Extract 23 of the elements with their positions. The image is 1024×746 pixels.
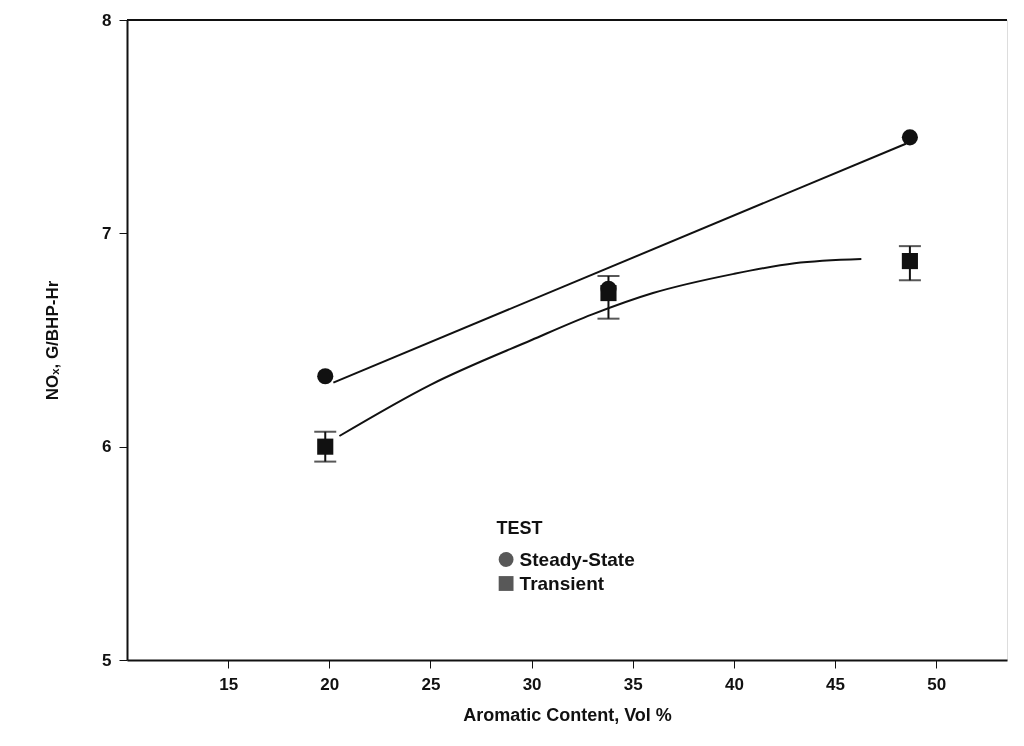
x-tick-label: 20 xyxy=(320,674,340,694)
y-tick-label: 7 xyxy=(102,223,112,243)
legend-label: Transient xyxy=(519,572,605,594)
point xyxy=(317,438,334,455)
x-tick-label: 50 xyxy=(927,674,947,694)
point xyxy=(317,368,334,385)
x-axis-title: Aromatic Content, Vol % xyxy=(463,704,672,725)
x-tick-label: 15 xyxy=(219,674,239,694)
y-tick-label: 6 xyxy=(102,437,112,457)
legend-label: Steady-State xyxy=(519,548,635,570)
x-tick-label: 25 xyxy=(421,674,441,694)
point xyxy=(901,129,918,146)
point xyxy=(901,253,918,270)
point xyxy=(600,285,617,302)
y-tick-label: 5 xyxy=(102,650,112,670)
y-axis-title: NOₓ, G/BHP-Hr xyxy=(43,280,63,401)
line-series xyxy=(338,257,863,437)
x-tick-label: 30 xyxy=(522,674,542,694)
x-tick-label: 35 xyxy=(623,674,643,694)
x-tick-label: 45 xyxy=(826,674,846,694)
legend-title: TEST xyxy=(496,518,543,538)
x-tick-label: 40 xyxy=(724,674,744,694)
y-tick-label: 8 xyxy=(102,10,112,30)
